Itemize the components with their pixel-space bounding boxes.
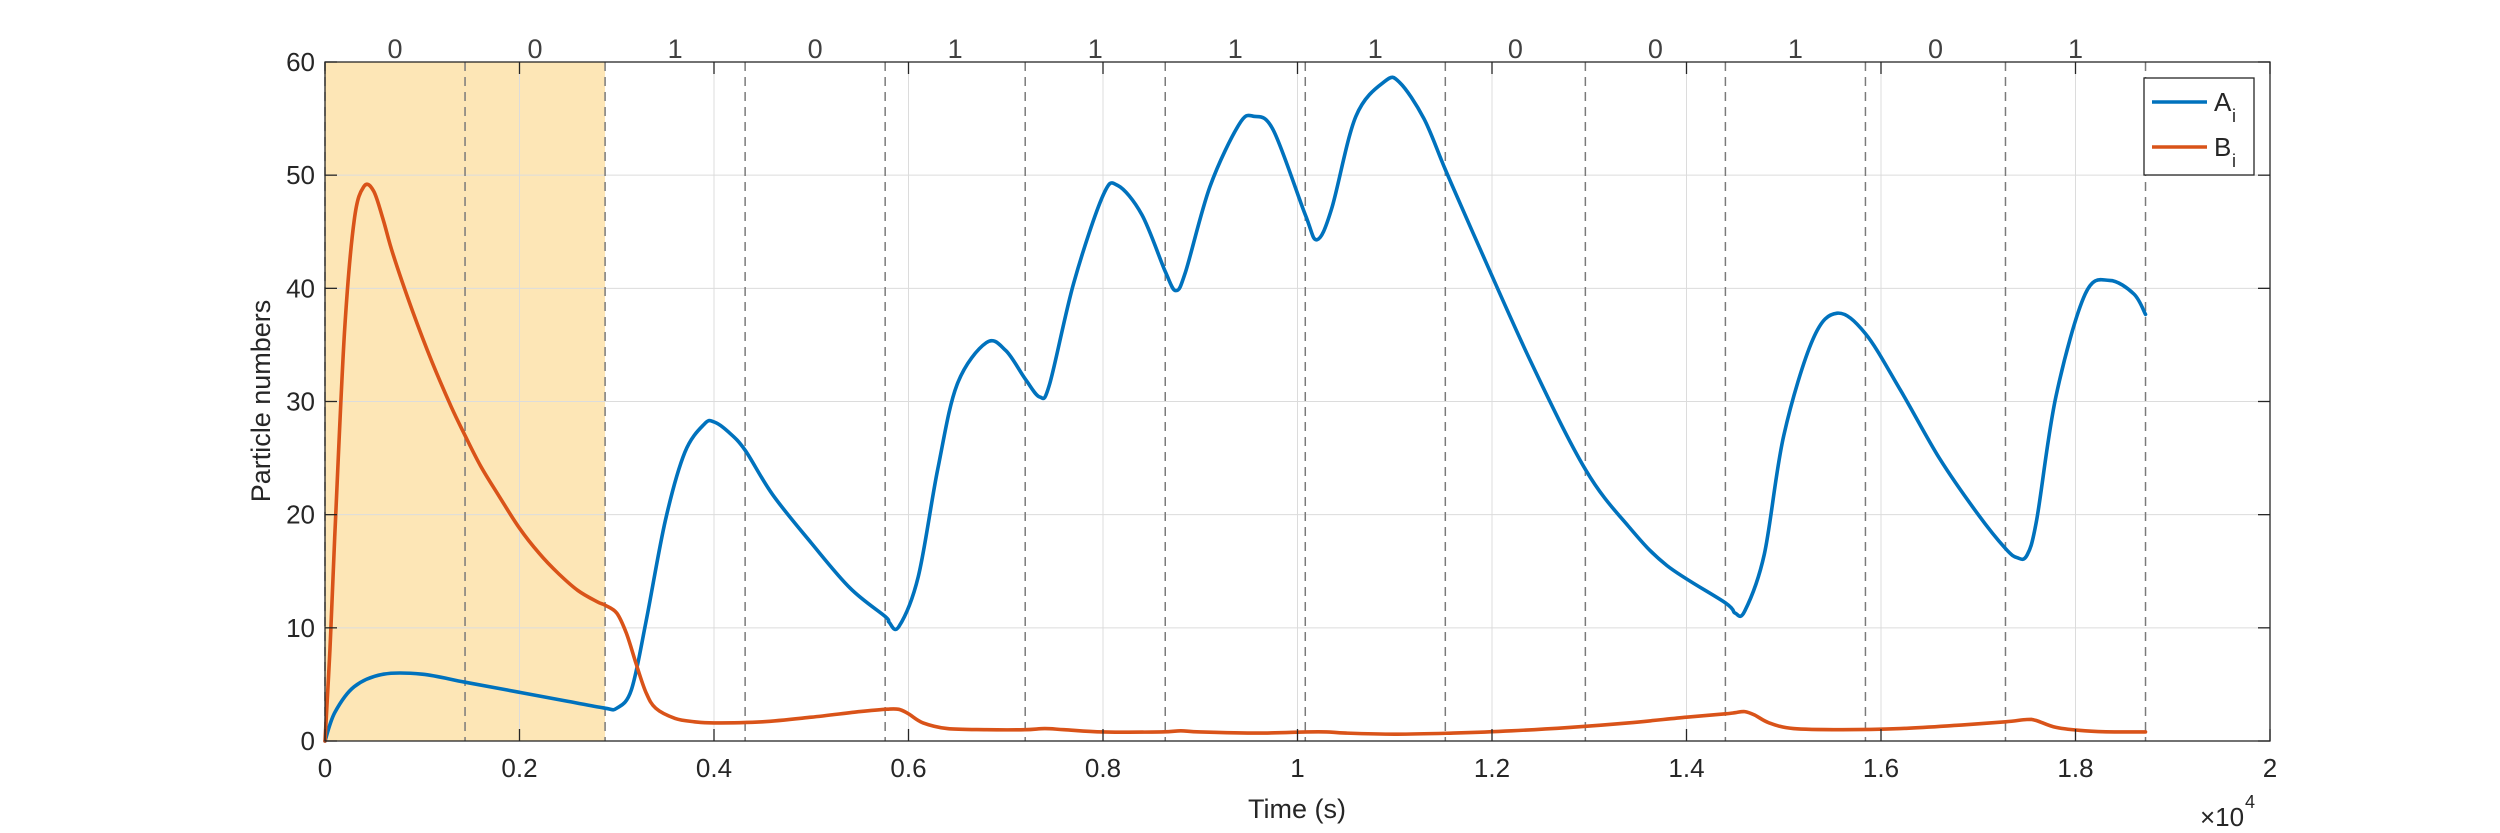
- bit-label: 1: [1788, 34, 1803, 64]
- y-tick-label: 40: [286, 273, 315, 303]
- series-lines: [323, 75, 2148, 743]
- x-exponent: ×10 4: [2200, 792, 2255, 832]
- x-tick-label: 1.2: [1474, 753, 1510, 783]
- legend-sub-b: i: [2232, 151, 2236, 171]
- bit-label: 1: [1368, 34, 1383, 64]
- y-tick-label: 10: [286, 613, 315, 643]
- y-tick-label: 0: [301, 726, 315, 756]
- x-tick-label: 1.4: [1668, 753, 1704, 783]
- x-tick-label: 0: [318, 753, 332, 783]
- bit-label: 0: [1508, 34, 1523, 64]
- bit-label: 1: [668, 34, 683, 64]
- legend-box: [2143, 77, 2255, 176]
- bit-label: 1: [1228, 34, 1243, 64]
- x-exponent-base: ×10: [2200, 802, 2244, 832]
- y-tick-label: 30: [286, 387, 315, 417]
- x-exponent-power: 4: [2245, 792, 2255, 812]
- bit-label: 1: [1088, 34, 1103, 64]
- x-tick-label: 1: [1290, 753, 1304, 783]
- x-tick-label: 0.2: [501, 753, 537, 783]
- series-line-a: [323, 75, 2148, 743]
- y-tick-label: 50: [286, 160, 315, 190]
- x-tick-label: 0.6: [890, 753, 926, 783]
- bit-labels: 0 0 1 0 1 1 1 1 0 0 1 0 1: [388, 34, 2084, 64]
- x-tick-label: 1.6: [1863, 753, 1899, 783]
- x-tick-label: 0.4: [696, 753, 732, 783]
- bit-label: 0: [1648, 34, 1663, 64]
- bit-label: 0: [388, 34, 403, 64]
- bit-label: 0: [808, 34, 823, 64]
- y-axis-label: Particle numbers: [246, 300, 276, 503]
- legend-label-b: B: [2214, 132, 2231, 162]
- bit-label: 1: [948, 34, 963, 64]
- y-tick-label: 20: [286, 500, 315, 530]
- x-axis-label: Time (s): [1248, 794, 1346, 824]
- legend: A i B i: [2143, 77, 2255, 176]
- series-line-b: [323, 182, 2148, 743]
- bit-label: 0: [1928, 34, 1943, 64]
- x-tick-label: 0.8: [1085, 753, 1121, 783]
- bit-label: 0: [528, 34, 543, 64]
- legend-sub-a: i: [2232, 106, 2236, 126]
- legend-label-a: A: [2214, 87, 2232, 117]
- x-tick-label: 1.8: [2057, 753, 2093, 783]
- y-tick-label: 60: [286, 47, 315, 77]
- bit-label: 1: [2068, 34, 2083, 64]
- x-tick-label: 2: [2263, 753, 2277, 783]
